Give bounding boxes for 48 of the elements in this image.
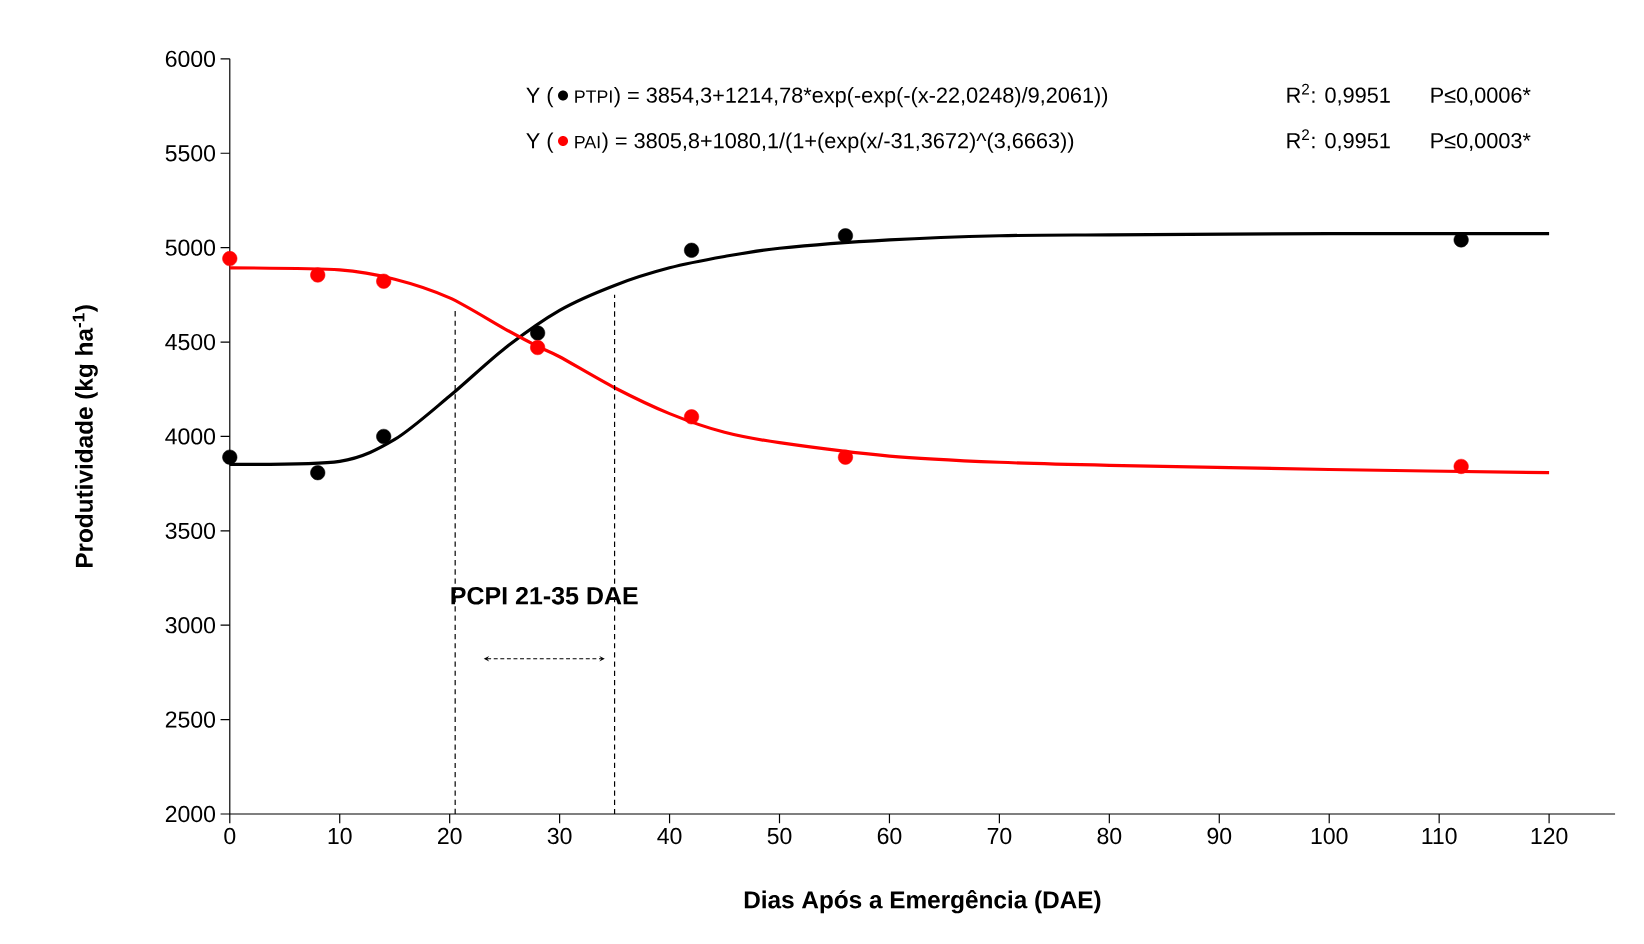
x-tick-label: 30 bbox=[547, 827, 572, 845]
x-tick-label: 20 bbox=[438, 827, 462, 845]
annotation: P≤0,0006* bbox=[1431, 87, 1531, 106]
point bbox=[530, 339, 546, 355]
point bbox=[222, 449, 238, 465]
annotation: R$^{2}$: 0,9951 bbox=[1287, 83, 1390, 106]
y-tick-label: 6000 bbox=[165, 50, 216, 67]
y-tick-label: 3000 bbox=[165, 616, 216, 634]
y-tick-label: 2000 bbox=[165, 805, 216, 823]
x-tick-label: 70 bbox=[987, 827, 1012, 845]
annotation: P≤0,0003* bbox=[1431, 132, 1531, 151]
legend-label: PTPI bbox=[575, 90, 612, 103]
x-tick-label: 110 bbox=[1422, 827, 1457, 845]
point bbox=[310, 267, 326, 283]
x-axis-title: Dias Após a Emergência (DAE) bbox=[744, 889, 1101, 914]
x-tick-label: 0 bbox=[224, 827, 236, 845]
point bbox=[222, 250, 238, 266]
annotation: ) = 3854,3+1214,78*exp(-exp(-(x-22,0248)/9,2061)) bbox=[613, 86, 1108, 108]
point bbox=[837, 228, 853, 244]
x-tick-label: 60 bbox=[877, 827, 902, 845]
y-tick-label: 2500 bbox=[165, 711, 216, 728]
point bbox=[376, 273, 392, 289]
annotation: Y ( bbox=[526, 86, 554, 108]
annotation: PCPI 21-35 DAE bbox=[451, 586, 638, 605]
x-tick-label: 50 bbox=[767, 827, 792, 845]
x-tick-label: 100 bbox=[1311, 827, 1348, 845]
x-tick-label: 80 bbox=[1097, 827, 1122, 845]
point bbox=[684, 242, 700, 258]
x-tick-label: 120 bbox=[1531, 827, 1568, 845]
legend-label: PAI bbox=[575, 135, 600, 149]
y-tick-label: 4500 bbox=[165, 333, 216, 351]
x-tick-label: 10 bbox=[328, 827, 352, 845]
y-axis-title: Produtividade (kg ha$^{-1}$) bbox=[72, 305, 98, 567]
x-tick-label: 90 bbox=[1207, 827, 1232, 845]
y-tick-label: 4000 bbox=[165, 428, 216, 445]
y-tick-label: 3500 bbox=[165, 522, 216, 539]
y-tick-label: 5000 bbox=[165, 239, 216, 256]
point bbox=[310, 465, 326, 481]
point bbox=[530, 325, 546, 341]
point bbox=[376, 428, 392, 444]
point bbox=[837, 449, 853, 465]
annotation: R$^{2}$: 0,9951 bbox=[1287, 129, 1390, 151]
annotation: ) = 3805,8+1080,1/(1+(exp(x/-31,3672)^(3,6663)) bbox=[601, 132, 1074, 153]
annotation: Y ( bbox=[526, 132, 554, 153]
y-tick-label: 5500 bbox=[165, 145, 216, 162]
point bbox=[684, 409, 700, 425]
x-tick-label: 40 bbox=[657, 827, 682, 845]
point bbox=[1453, 458, 1469, 474]
